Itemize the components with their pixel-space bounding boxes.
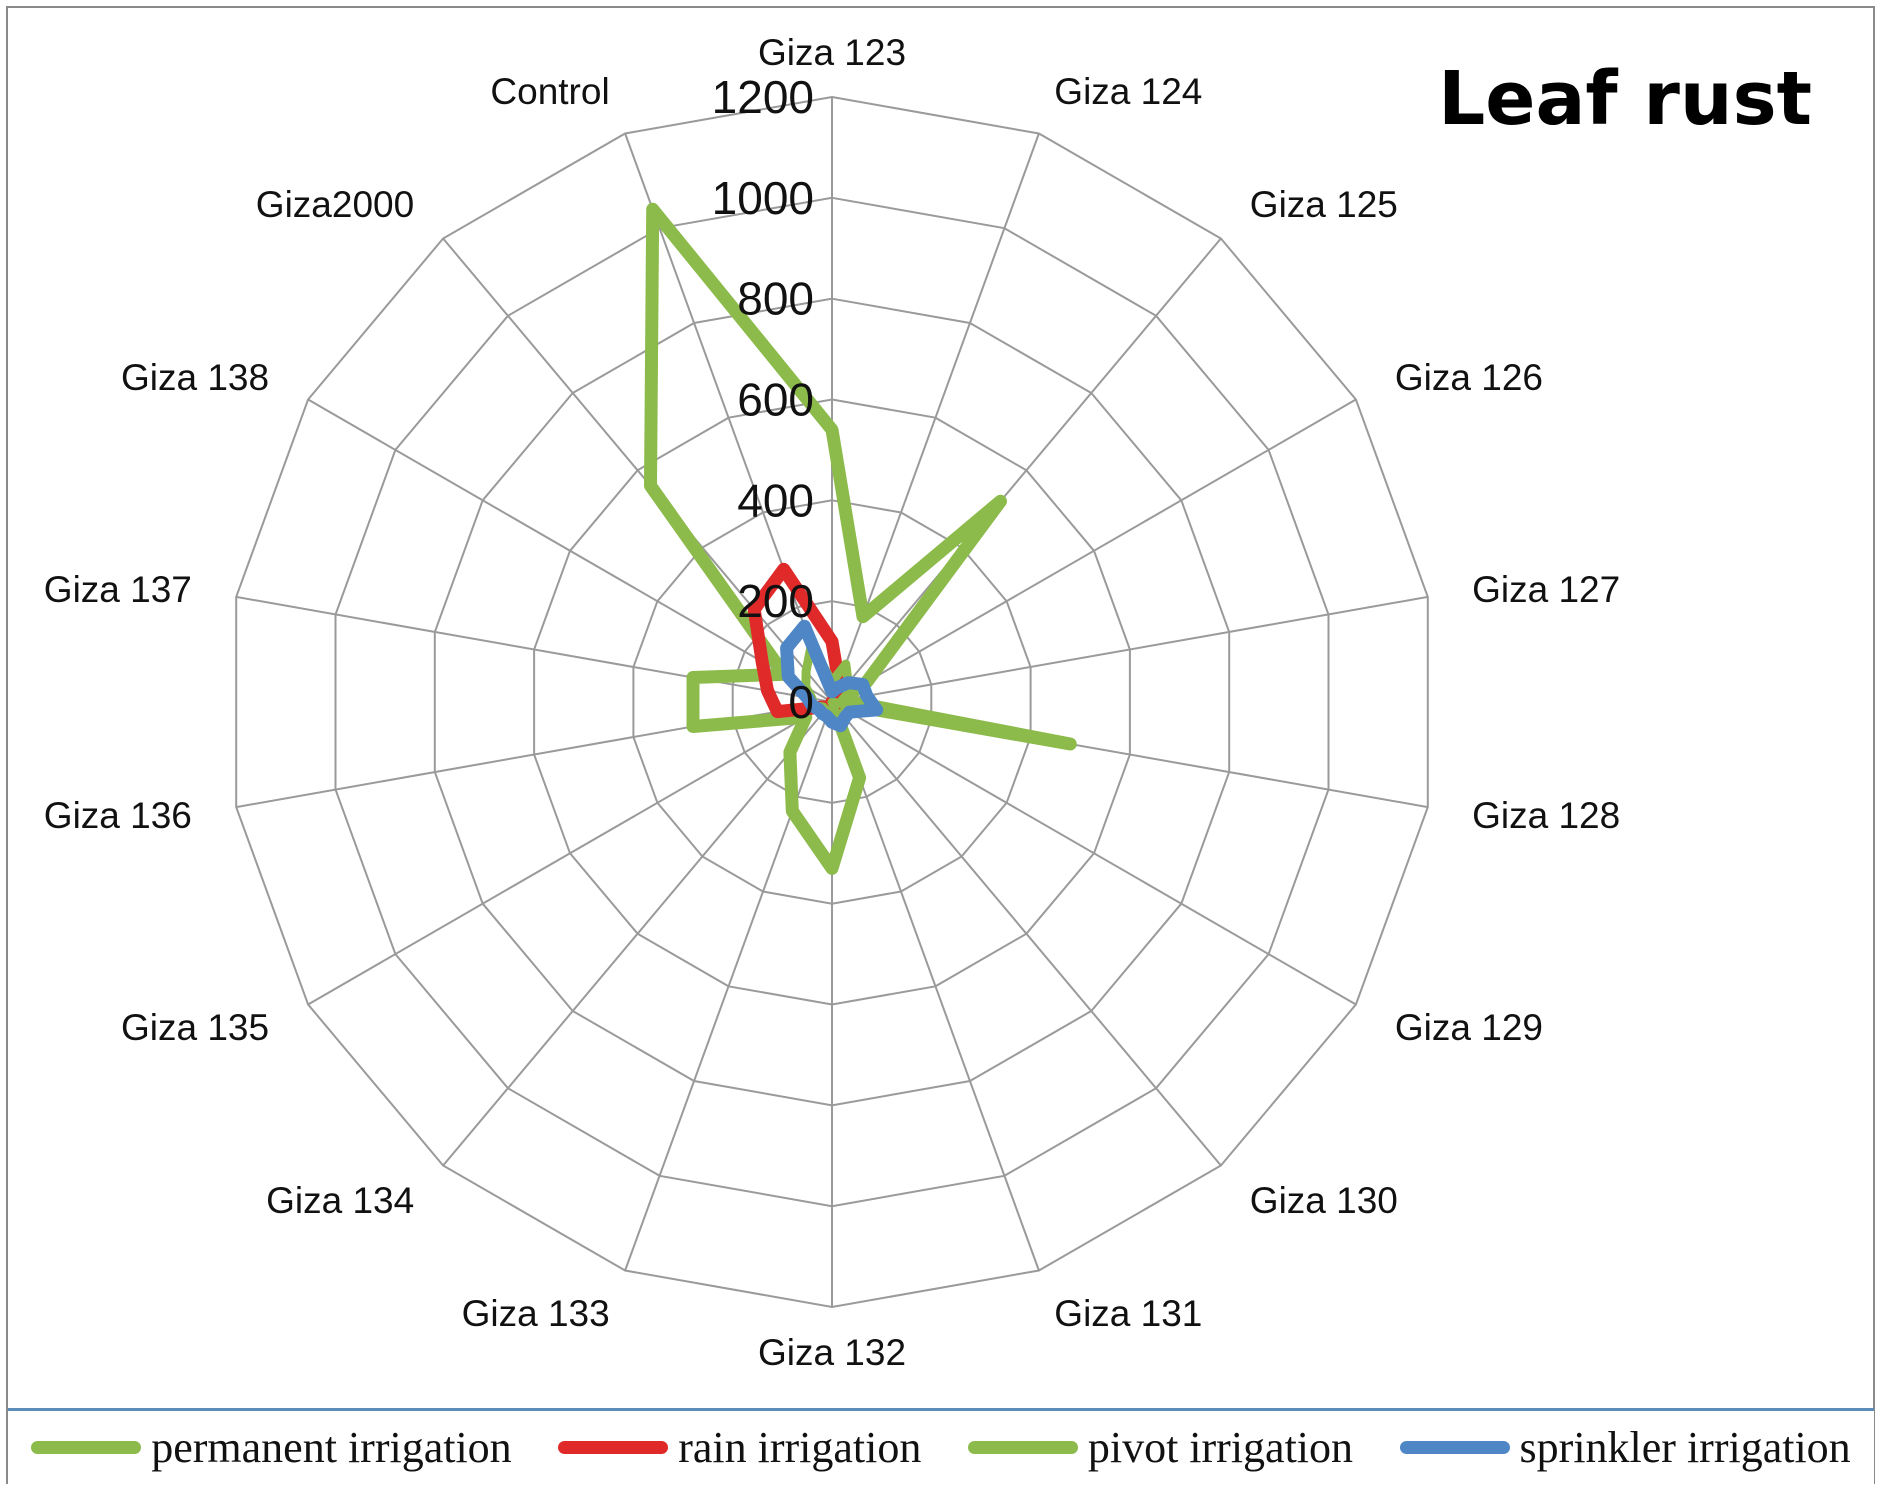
category-label: Giza 130	[1250, 1180, 1398, 1221]
radial-tick-label: 0	[788, 676, 814, 728]
category-label: Giza 137	[44, 569, 192, 610]
grid-spoke	[831, 701, 1222, 1167]
category-labels: Giza 123 Giza 124 Giza 125 Giza 126 Giza 127…	[44, 32, 1620, 1373]
category-label: Giza 135	[121, 1007, 269, 1048]
grid-spoke	[307, 398, 833, 703]
radial-tick-label: 800	[737, 273, 814, 325]
chart-frame	[6, 6, 1875, 1484]
radial-tick-labels: 0 200 400 600 800 1000 1200	[712, 71, 814, 728]
category-label: Giza 125	[1250, 184, 1398, 225]
category-label: Control	[490, 71, 609, 112]
category-label: Giza 132	[758, 1332, 906, 1373]
category-label: Giza 124	[1054, 71, 1202, 112]
grid-spoke	[831, 701, 1357, 1006]
grid-spoke	[831, 701, 1040, 1271]
category-label: Giza 127	[1472, 569, 1620, 610]
radial-tick-label: 1000	[712, 172, 814, 224]
legend-swatch	[558, 1441, 669, 1454]
grid-spoke	[236, 595, 833, 703]
legend-swatch	[1399, 1441, 1510, 1454]
category-label: Giza 126	[1395, 357, 1543, 398]
radial-tick-label: 1200	[712, 71, 814, 123]
category-label: Giza 134	[266, 1180, 414, 1221]
radial-tick-label: 200	[737, 575, 814, 627]
series-line-sprinkler-irrigation	[780, 619, 884, 733]
legend-item-sprinkler-irrigation: sprinkler irrigation	[1399, 1422, 1851, 1473]
category-label: Giza 123	[758, 32, 906, 73]
grid-spoke	[442, 237, 833, 703]
chart-title: Leaf rust	[1438, 56, 1812, 142]
grid-spoke	[831, 595, 1428, 703]
category-label: Giza 133	[462, 1293, 610, 1334]
grid-spoke	[624, 133, 833, 703]
legend-item-permanent-irrigation: permanent irrigation	[31, 1422, 512, 1473]
radar-grid	[235, 95, 1429, 1309]
grid-spoke	[831, 237, 1222, 703]
legend-label: sprinkler irrigation	[1519, 1423, 1851, 1472]
legend-swatch	[967, 1441, 1078, 1454]
legend-label: pivot irrigation	[1087, 1423, 1354, 1472]
category-label: Giza 136	[44, 795, 192, 836]
legend: permanent irrigation rain irrigation piv…	[8, 1408, 1874, 1484]
legend-swatch	[31, 1441, 142, 1454]
category-label: Giza 128	[1472, 795, 1620, 836]
category-label: Giza2000	[256, 184, 414, 225]
grid-spoke	[442, 701, 833, 1167]
category-label: Giza 131	[1054, 1293, 1202, 1334]
grid-spoke	[624, 701, 833, 1271]
grid-spoke	[307, 701, 833, 1006]
grid-spoke	[831, 398, 1357, 703]
legend-item-pivot-irrigation: pivot irrigation	[967, 1422, 1354, 1473]
series-lines	[644, 202, 1077, 875]
category-label: Giza 129	[1395, 1007, 1543, 1048]
legend-item-rain-irrigation: rain irrigation	[558, 1422, 921, 1473]
legend-label: permanent irrigation	[151, 1423, 512, 1472]
radial-tick-label: 400	[737, 474, 814, 526]
radial-tick-label: 600	[737, 374, 814, 426]
legend-label: rain irrigation	[678, 1423, 922, 1472]
category-label: Giza 138	[121, 357, 269, 398]
